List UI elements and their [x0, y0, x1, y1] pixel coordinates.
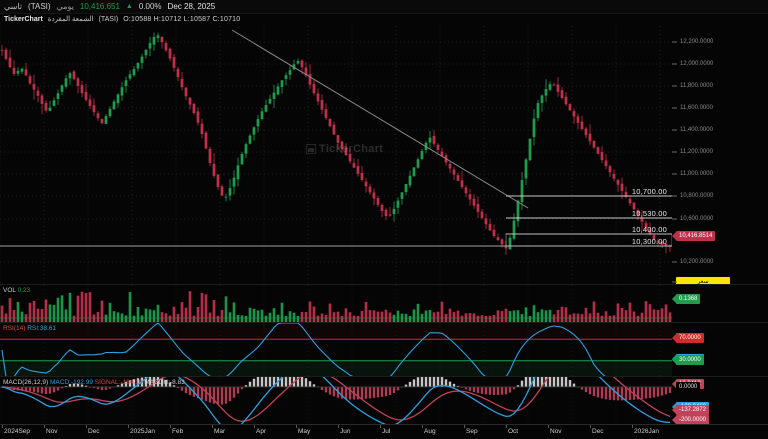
series-symbol-code: (TASI) [98, 16, 119, 23]
time-axis-tick-label: Mar [214, 428, 226, 435]
axis-tick-mark [672, 151, 677, 153]
price-axis-tick-label: 12,200.0000 [680, 39, 714, 45]
price-axis-tick-label: 12,000.0000 [680, 61, 714, 67]
brand-label: TickerChart [4, 16, 43, 23]
price-axis[interactable]: 12,200.0000 12,000.0000 11,800.0000 11,600.… [672, 26, 768, 284]
time-axis-tick-mark [44, 425, 45, 428]
price-level-label: 10,700.00 [631, 187, 667, 196]
time-axis-tick-mark [254, 425, 255, 428]
price-axis-tick-label: 11,000.0000 [680, 171, 713, 177]
time-axis-tick-mark [632, 425, 633, 428]
last-price-badge: 10,416.8514 [676, 231, 716, 241]
time-axis-tick-label: Jun [340, 428, 351, 435]
time-axis-tick-mark [338, 425, 339, 428]
macd-plot-area[interactable] [0, 377, 672, 424]
price-axis-tick-label: 11,800.0000 [680, 83, 713, 89]
axis-tick-mark [672, 85, 677, 87]
price-candles-svg [0, 26, 672, 284]
time-axis-tick-mark [296, 425, 297, 428]
axis-tick-mark [672, 107, 677, 109]
macd-pane[interactable]: MACD(26,12,9) MACD:-192.99 SIGNAL:-184.1… [0, 376, 768, 424]
rsi-level-badge: 70.0000 [676, 333, 704, 344]
time-axis-tick-mark [2, 425, 3, 428]
time-axis-tick-label: Dec [88, 428, 100, 435]
volume-bars-svg [0, 285, 672, 322]
price-level-label: 10,400.00 [631, 225, 667, 234]
symbol-name-arabic[interactable]: تاسي [4, 1, 23, 11]
time-axis-tick-mark [380, 425, 381, 428]
time-axis-tick-label: Jul [382, 428, 391, 435]
last-price-value: 10,416.651 [79, 1, 120, 11]
change-direction-icon: ▲ [125, 2, 133, 10]
axis-tick-mark [672, 218, 677, 220]
time-axis-tick-label: Feb [172, 428, 184, 435]
time-axis-tick-label: Dec [592, 428, 604, 435]
price-axis-tick-label: 10,200.0000 [680, 259, 714, 265]
price-scale-toggle-badge[interactable]: سعر [676, 277, 730, 284]
time-axis-tick-label: Aug [424, 428, 436, 435]
time-axis-tick-label: Nov [550, 428, 562, 435]
price-plot-area[interactable]: 10,700.00 10,530.00 10,400.00 10,300.00 [0, 26, 672, 284]
time-axis-tick-mark [590, 425, 591, 428]
time-axis-tick-label: Apr [256, 428, 267, 435]
macd-level-badge: 0.0000 [676, 381, 701, 392]
time-axis-tick-mark [212, 425, 213, 428]
axis-tick-mark [672, 195, 677, 197]
time-axis-tick-mark [86, 425, 87, 428]
time-axis-tick-mark [422, 425, 423, 428]
volume-plot-area[interactable] [0, 285, 672, 322]
time-axis-tick-mark [464, 425, 465, 428]
symbol-code[interactable]: (TASI) [28, 1, 51, 11]
price-axis-tick-label: 10,600.0000 [680, 216, 714, 222]
time-axis-tick-label: 2024Sep [4, 428, 31, 435]
price-axis-tick-label: 11,600.0000 [680, 105, 713, 111]
time-axis-tick-mark [506, 425, 507, 428]
series-info-bar: TickerChart الشمعة المفردة (TASI) O:1058… [0, 14, 768, 26]
volume-value-badge: 0.1368 [676, 294, 701, 304]
time-axis[interactable]: 2024Sep Nov Dec 2025Jan Feb Mar Apr May Jun Jul Au… [0, 424, 768, 439]
time-axis-tick-mark [548, 425, 549, 428]
price-axis-tick-label: 11,200.0000 [680, 149, 713, 155]
rsi-pane[interactable]: RSI(14) RSI:38.61 70.000031.978330.0000 [0, 322, 768, 376]
series-name-arabic: الشمعة المفردة [47, 16, 94, 23]
time-axis-tick-mark [128, 425, 129, 428]
axis-tick-mark [672, 261, 677, 263]
price-level-label: 10,300.00 [631, 237, 667, 246]
timeframe-label[interactable]: يومي [56, 1, 74, 11]
axis-tick-mark [672, 63, 677, 65]
macd-level-badge: -137.2872 [676, 404, 710, 415]
time-axis-tick-label: Nov [46, 428, 58, 435]
axis-tick-mark [672, 129, 677, 131]
macd-axis[interactable]: 16.34120.0000-120.9460-137.2872-200.0000 [672, 377, 768, 424]
time-axis-tick-mark [170, 425, 171, 428]
macd-level-badge: -200.0000 [676, 415, 710, 424]
price-level-label: 10,530.00 [631, 209, 667, 218]
price-pane[interactable]: 10,700.00 10,530.00 10,400.00 10,300.00 12,… [0, 26, 768, 284]
axis-tick-mark [672, 173, 677, 175]
rsi-line-svg [0, 323, 672, 376]
rsi-axis[interactable]: 70.000031.978330.0000 [672, 323, 768, 376]
macd-svg [0, 377, 672, 424]
axis-tick-mark [672, 41, 677, 43]
price-axis-tick-label: 11,400.0000 [680, 127, 713, 133]
time-axis-tick-label: Sep [466, 428, 478, 435]
axis-tick-mark [672, 281, 677, 283]
volume-pane[interactable]: VOL 0.23 0.1368 [0, 284, 768, 322]
quote-date-label: Dec 28, 2025 [167, 1, 216, 11]
instrument-header-bar: تاسي (TASI) يومي 10,416.651 ▲ 0.00% Dec … [0, 0, 768, 14]
time-axis-tick-label: Oct [508, 428, 519, 435]
time-axis-tick-label: 2025Jan [130, 428, 155, 435]
change-percent-value: 0.00% [138, 1, 162, 11]
ohlc-values: O:10588 H:10712 L:10587 C:10710 [123, 16, 241, 23]
rsi-level-badge: 30.0000 [676, 354, 704, 365]
price-axis-tick-label: 10,800.0000 [680, 193, 714, 199]
rsi-plot-area[interactable] [0, 323, 672, 376]
time-axis-tick-label: 2026Jan [634, 428, 659, 435]
time-axis-tick-label: May [298, 428, 311, 435]
volume-axis[interactable]: 0.1368 [672, 285, 768, 322]
